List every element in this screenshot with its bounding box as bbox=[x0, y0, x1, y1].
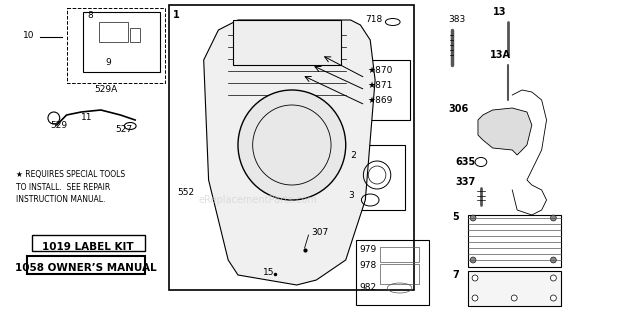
Bar bbox=[27, 256, 145, 274]
Bar bbox=[169, 5, 414, 290]
Text: 718: 718 bbox=[365, 15, 383, 24]
Text: 635: 635 bbox=[456, 157, 476, 167]
Bar bbox=[468, 215, 561, 267]
Text: 337: 337 bbox=[456, 177, 476, 187]
Bar bbox=[346, 145, 404, 210]
Bar bbox=[365, 60, 410, 120]
Bar bbox=[32, 235, 145, 251]
Circle shape bbox=[472, 295, 478, 301]
Text: 13A: 13A bbox=[490, 50, 511, 60]
Circle shape bbox=[470, 257, 476, 263]
Circle shape bbox=[551, 215, 556, 221]
Bar bbox=[380, 264, 419, 284]
Text: 529: 529 bbox=[50, 121, 67, 130]
Text: 15: 15 bbox=[262, 268, 274, 277]
Text: 383: 383 bbox=[449, 15, 466, 24]
Text: 9: 9 bbox=[106, 58, 112, 67]
Text: 982: 982 bbox=[360, 283, 376, 292]
Circle shape bbox=[470, 215, 476, 221]
Polygon shape bbox=[478, 108, 532, 155]
Text: 979: 979 bbox=[360, 245, 377, 254]
Bar bbox=[66, 8, 164, 83]
Circle shape bbox=[551, 295, 556, 301]
Text: 306: 306 bbox=[449, 104, 469, 114]
Text: 978: 978 bbox=[360, 261, 377, 270]
Text: 2: 2 bbox=[348, 151, 356, 160]
Text: ★870: ★870 bbox=[367, 66, 392, 75]
Text: 1: 1 bbox=[174, 10, 180, 20]
Text: 8: 8 bbox=[87, 11, 93, 20]
Text: 1019 LABEL KIT: 1019 LABEL KIT bbox=[42, 242, 134, 252]
Text: 527: 527 bbox=[115, 125, 133, 134]
Text: ★869: ★869 bbox=[367, 96, 392, 105]
Text: 552: 552 bbox=[177, 188, 195, 197]
Bar bbox=[380, 247, 419, 262]
Circle shape bbox=[512, 295, 517, 301]
Text: 7: 7 bbox=[453, 270, 459, 280]
Bar bbox=[468, 271, 561, 306]
Bar bbox=[99, 22, 128, 42]
Text: ★871: ★871 bbox=[367, 81, 392, 90]
Circle shape bbox=[472, 275, 478, 281]
Text: 307: 307 bbox=[311, 228, 329, 237]
Text: 5: 5 bbox=[453, 212, 459, 222]
Text: 13: 13 bbox=[493, 7, 506, 17]
Circle shape bbox=[551, 257, 556, 263]
Bar bbox=[130, 28, 140, 42]
Circle shape bbox=[238, 90, 346, 200]
Text: 1058 OWNER’S MANUAL: 1058 OWNER’S MANUAL bbox=[16, 263, 157, 273]
Bar bbox=[233, 20, 341, 65]
Text: 3: 3 bbox=[348, 191, 355, 200]
Circle shape bbox=[551, 275, 556, 281]
Text: 11: 11 bbox=[81, 113, 93, 122]
Text: 529A: 529A bbox=[94, 85, 117, 94]
Bar bbox=[355, 240, 429, 305]
Text: 10: 10 bbox=[22, 31, 34, 40]
Text: ★ REQUIRES SPECIAL TOOLS
TO INSTALL.  SEE REPAIR
INSTRUCTION MANUAL.: ★ REQUIRES SPECIAL TOOLS TO INSTALL. SEE… bbox=[16, 170, 125, 204]
Bar bbox=[83, 12, 159, 72]
Polygon shape bbox=[204, 20, 375, 285]
Text: eReplacementParts.com: eReplacementParts.com bbox=[198, 195, 317, 205]
